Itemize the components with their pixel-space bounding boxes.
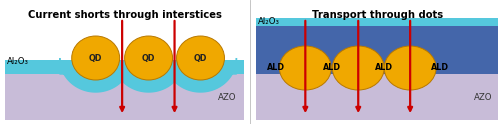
Polygon shape bbox=[164, 58, 236, 92]
Text: AZO: AZO bbox=[218, 93, 236, 102]
Bar bbox=[88, 66, 102, 74]
Ellipse shape bbox=[176, 36, 224, 80]
Text: ALD: ALD bbox=[323, 63, 341, 73]
Ellipse shape bbox=[72, 36, 120, 80]
Text: QD: QD bbox=[194, 53, 207, 62]
Text: ALD: ALD bbox=[268, 63, 285, 73]
Ellipse shape bbox=[280, 46, 332, 90]
Text: Al₂O₃: Al₂O₃ bbox=[7, 58, 29, 66]
Text: AZO: AZO bbox=[474, 93, 492, 102]
Text: ALD: ALD bbox=[431, 63, 449, 73]
Bar bbox=[403, 66, 417, 74]
Bar bbox=[351, 66, 365, 74]
Text: ALD: ALD bbox=[375, 63, 393, 73]
Bar bbox=[194, 66, 207, 74]
Bar bbox=[256, 26, 498, 74]
Bar bbox=[298, 66, 312, 74]
Bar bbox=[142, 66, 156, 74]
Ellipse shape bbox=[384, 46, 436, 90]
Bar bbox=[5, 74, 244, 120]
Text: Al₂O₃: Al₂O₃ bbox=[258, 17, 280, 27]
Text: Transport through dots: Transport through dots bbox=[312, 10, 443, 20]
Ellipse shape bbox=[124, 36, 172, 80]
Text: Current shorts through interstices: Current shorts through interstices bbox=[28, 10, 222, 20]
Bar bbox=[256, 18, 498, 26]
Text: QD: QD bbox=[142, 53, 156, 62]
Bar bbox=[256, 74, 498, 120]
Ellipse shape bbox=[332, 46, 384, 90]
Bar bbox=[5, 60, 244, 74]
Text: QD: QD bbox=[89, 53, 102, 62]
Polygon shape bbox=[112, 58, 184, 92]
Polygon shape bbox=[60, 58, 132, 92]
